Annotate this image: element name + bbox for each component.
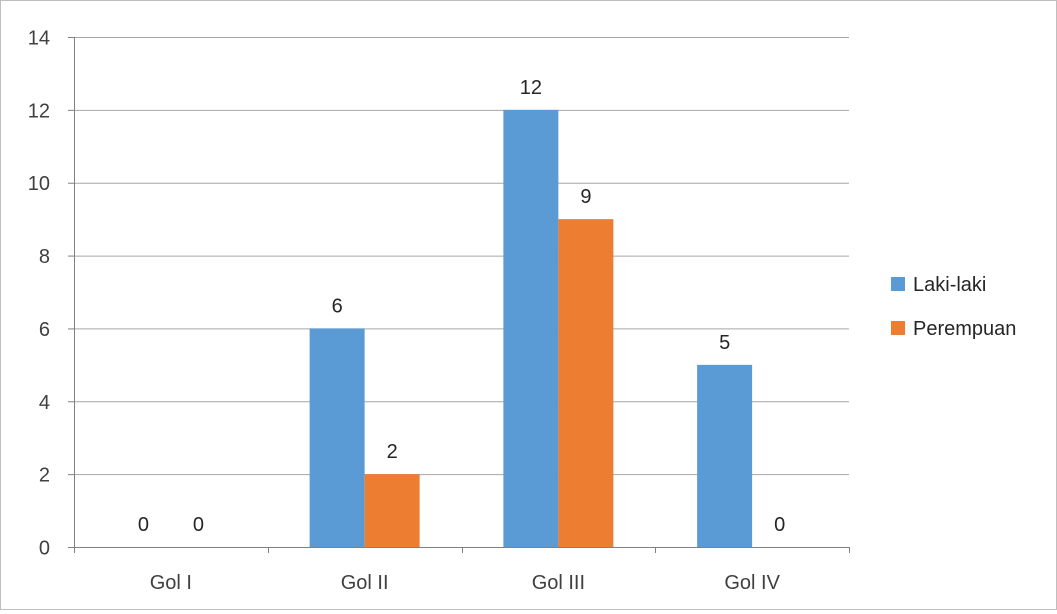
data-label: 9 — [580, 186, 591, 208]
data-label: 2 — [387, 441, 398, 463]
data-label: 0 — [774, 514, 785, 536]
bar-perempuan-3 — [558, 219, 614, 547]
x-tick-label: Gol IV — [724, 572, 780, 594]
data-label: 5 — [719, 332, 730, 354]
y-tick-label: 6 — [39, 319, 50, 341]
x-tick-label: Gol I — [150, 572, 192, 594]
bar-laki-laki-2 — [309, 328, 365, 547]
y-tick-label: 2 — [39, 465, 50, 487]
y-tick-label: 14 — [28, 28, 50, 50]
y-tick-label: 0 — [39, 538, 50, 560]
x-tick-label: Gol II — [341, 572, 389, 594]
y-tick-label: 8 — [39, 246, 50, 268]
bar-laki-laki-3 — [503, 109, 559, 547]
legend-label: Perempuan — [913, 318, 1016, 340]
data-label: 0 — [138, 514, 149, 536]
data-label: 6 — [332, 295, 343, 317]
legend-swatch-1 — [891, 277, 905, 291]
y-tick-label: 10 — [28, 173, 50, 195]
legend-label: Laki-laki — [913, 274, 986, 296]
bar-laki-laki-4 — [697, 364, 753, 547]
bar-perempuan-2 — [364, 474, 420, 547]
y-tick-label: 12 — [28, 100, 50, 122]
y-tick-label: 4 — [39, 392, 50, 414]
legend-swatch-2 — [891, 321, 905, 335]
data-label: 0 — [193, 514, 204, 536]
data-label: 12 — [520, 77, 542, 99]
x-tick-label: Gol III — [532, 572, 585, 594]
